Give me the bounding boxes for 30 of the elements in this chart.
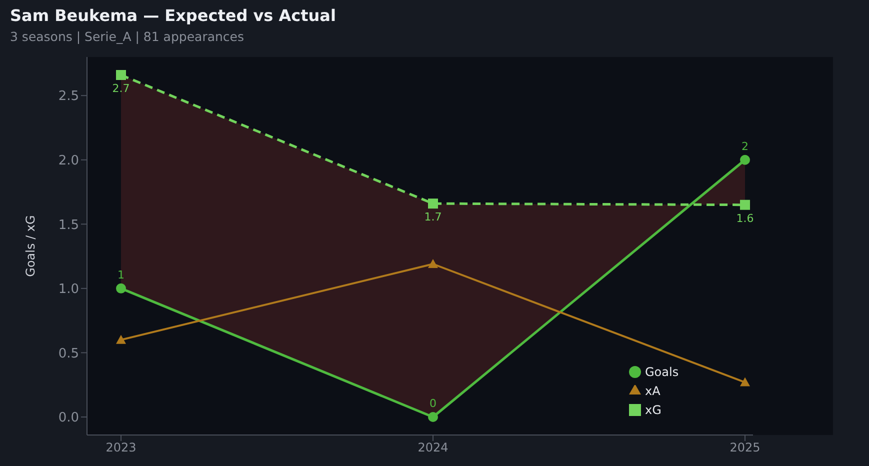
y-axis-title: Goals / xG [23, 215, 38, 277]
data-label: 0 [430, 397, 436, 410]
data-label: 1.6 [736, 212, 754, 225]
point [428, 259, 438, 268]
x-tick-label: 2023 [106, 440, 136, 455]
y-tick-label: 1.5 [58, 218, 79, 233]
y-tick-label: 1.0 [58, 282, 79, 298]
y-tick-label: 2.5 [58, 89, 79, 104]
legend-label: Goals [645, 365, 679, 379]
chart-title: Sam Beukema — Expected vs Actual [10, 6, 336, 25]
x-tick-label: 2024 [418, 440, 448, 455]
point [740, 200, 750, 210]
chart-subtitle: 3 seasons | Serie_A | 81 appearances [10, 29, 244, 44]
data-label: 2 [742, 140, 748, 153]
point [428, 412, 438, 422]
point [116, 70, 126, 80]
x-tick-label: 2025 [730, 440, 760, 455]
point [740, 377, 750, 386]
legend-label: xG [645, 403, 662, 417]
y-tick-label: 0.0 [58, 410, 79, 426]
point [116, 334, 126, 344]
point [428, 198, 438, 209]
point [740, 154, 750, 165]
data-label: 1 [118, 268, 124, 282]
y-tick-label: 2.0 [58, 153, 79, 168]
data-label: 1.7 [424, 210, 442, 224]
data-label: 2.7 [112, 82, 130, 95]
legend-label: xA [645, 384, 660, 398]
y-tick-label: 0.5 [58, 346, 79, 362]
point [116, 283, 126, 294]
